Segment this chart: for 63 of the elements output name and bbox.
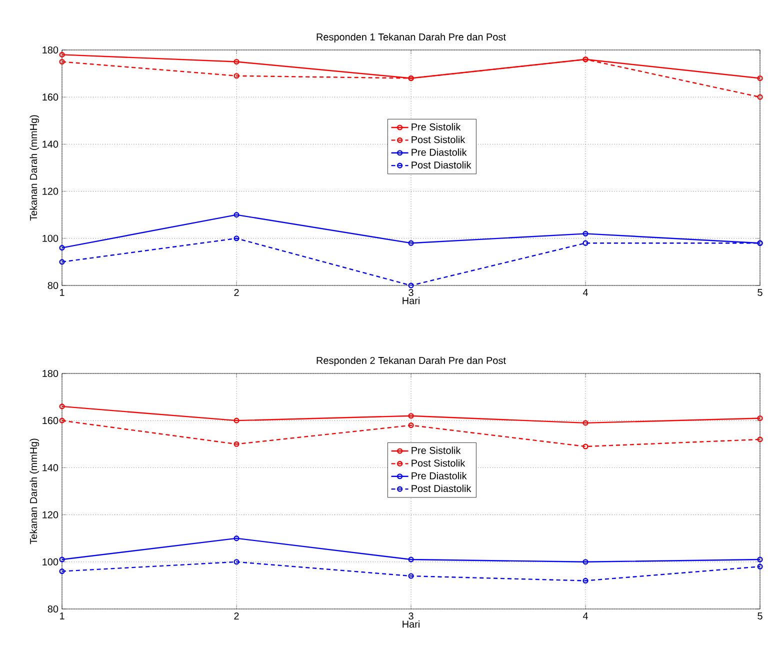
chart-title: Responden 2 Tekanan Darah Pre dan Post <box>316 356 506 366</box>
y-tick-label: 100 <box>42 234 58 242</box>
y-tick-label: 120 <box>42 511 58 518</box>
point <box>582 559 588 565</box>
y-tick-label: 100 <box>42 558 58 566</box>
point <box>234 58 240 65</box>
x-axis-title: Hari <box>402 296 420 304</box>
point <box>59 418 65 424</box>
point <box>408 282 414 288</box>
y-tick-label: 140 <box>42 140 58 148</box>
point <box>582 444 588 450</box>
y-tick-label: 180 <box>42 370 58 378</box>
point <box>234 418 240 424</box>
x-tick-label: 3 <box>408 289 414 296</box>
point <box>408 422 414 428</box>
point <box>59 58 65 65</box>
point <box>234 212 240 218</box>
legend-label: Post Sistolik <box>412 136 466 144</box>
point <box>582 578 588 584</box>
y-tick-label: 160 <box>42 417 58 424</box>
point <box>408 556 414 562</box>
point <box>757 564 763 570</box>
point <box>408 240 414 246</box>
point <box>234 559 240 565</box>
y-axis-title: Tekanan Darah (mmHg) <box>30 438 40 544</box>
legend-label: Pre Diastolik <box>412 148 467 156</box>
point <box>582 240 588 246</box>
legend-label: Post Sistolik <box>412 459 466 467</box>
y-axis-title: Tekanan Darah (mmHg) <box>30 115 40 221</box>
y-tick-label: 180 <box>42 46 58 54</box>
point <box>59 259 65 265</box>
x-tick-label: 5 <box>758 288 762 296</box>
point <box>757 436 763 442</box>
point <box>59 568 65 574</box>
point <box>408 413 414 419</box>
point <box>408 573 414 579</box>
legend-label: Pre Diastolik <box>412 472 467 480</box>
legend-label: Post Diastolik <box>412 484 472 492</box>
x-tick-label: 3 <box>408 612 414 620</box>
y-tick-label: 160 <box>42 94 58 101</box>
point <box>234 236 240 242</box>
x-tick-label: 2 <box>234 289 239 296</box>
point <box>234 73 240 79</box>
legend-label: Post Diastolik <box>412 161 472 169</box>
y-tick-label: 120 <box>42 188 58 195</box>
x-tick-label: 1 <box>60 288 64 296</box>
point <box>757 94 763 100</box>
point <box>582 230 588 236</box>
y-tick-label: 80 <box>48 605 58 613</box>
y-tick-label: 80 <box>48 282 58 290</box>
x-axis-title: Hari <box>402 620 420 628</box>
x-tick-label: 4 <box>582 288 588 296</box>
x-tick-label: 4 <box>582 612 588 620</box>
x-tick-label: 2 <box>234 612 239 620</box>
chart-title: Responden 1 Tekanan Darah Pre dan Post <box>316 33 506 42</box>
x-tick-label: 5 <box>758 612 762 620</box>
point <box>582 420 588 426</box>
legend-label: Pre Sistolik <box>412 446 461 454</box>
x-tick-label: 1 <box>60 612 64 620</box>
point <box>234 441 240 447</box>
legend-label: Pre Sistolik <box>412 123 461 130</box>
y-tick-label: 140 <box>42 464 58 472</box>
point <box>234 536 240 542</box>
